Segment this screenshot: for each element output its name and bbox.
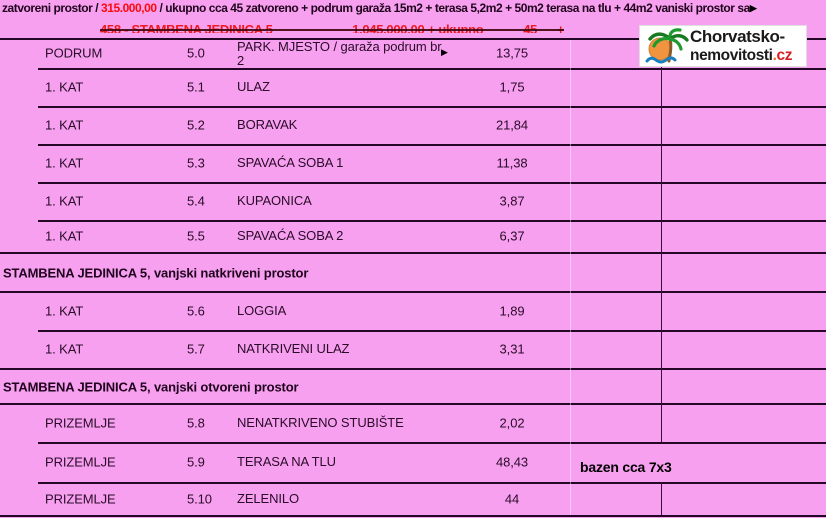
room-name-cell: SPAVAĆA SOBA 2 [237, 228, 344, 243]
row-separator-line [38, 482, 826, 484]
pool-annotation: bazen cca 7x3 [580, 459, 672, 475]
unit-number-cell: 5.3 [187, 155, 205, 171]
logo-line1: Chorvatsko- [690, 27, 785, 46]
logo-dot: . [772, 47, 777, 64]
logo-tld: cz [776, 47, 793, 64]
room-name-line1: PARK. MJESTO / garaža podrum br [237, 39, 442, 54]
table-row: 1. KAT 5.1 ULAZ 1,75 [0, 68, 826, 106]
unit-number-cell: 5.6 [187, 303, 205, 318]
unit-number-cell: 5.10 [187, 491, 212, 506]
palm-sun-wave-icon [645, 28, 689, 64]
section-border-line [0, 291, 826, 293]
floor-cell: PRIZEMLJE [45, 454, 116, 470]
area-cell: 21,84 [495, 117, 529, 133]
floor-cell: 1. KAT [45, 228, 84, 244]
table-row: 1. KAT 5.4 KUPAONICA 3,87 [0, 182, 826, 220]
floor-cell: 1. KAT [45, 341, 84, 357]
floor-cell: 1. KAT [45, 303, 84, 318]
row-separator-line [38, 330, 826, 332]
floor-cell: 1. KAT [45, 155, 84, 171]
price-value: 315.000,00 [101, 1, 157, 15]
overflow-arrow-icon: ▶ [749, 3, 757, 13]
section-header: STAMBENA JEDINICA 5, vanjski natkriveni … [3, 265, 309, 281]
table-row: 1. KAT 5.7 NATKRIVENI ULAZ 3,31 [0, 330, 826, 368]
area-cell: 11,38 [496, 155, 528, 171]
floor-cell: PRIZEMLJE [45, 491, 116, 506]
room-name-cell: TERASA NA TLU [237, 454, 336, 469]
table-row: PRIZEMLJE 5.9 TERASA NA TLU 48,43 [0, 442, 826, 482]
area-cell: 6,37 [499, 228, 525, 244]
logo-text: Chorvatsko- nemovitosti.cz [690, 27, 792, 65]
room-name-cell: LOGGIA [237, 302, 287, 318]
unit-number-cell: 5.4 [187, 193, 205, 209]
top-note-suffix: / ukupno cca 45 zatvoreno + podrum garaž… [156, 1, 750, 15]
area-cell: 48,43 [495, 454, 529, 470]
table-border-line [0, 515, 826, 517]
row-separator-line [38, 144, 826, 146]
top-note-prefix: zatvoreni prostor / [2, 1, 102, 15]
row-separator-line [38, 220, 826, 222]
room-name-cell: NENATKRIVENO STUBIŠTE [237, 414, 404, 430]
area-cell: 44 [504, 491, 520, 506]
logo-line2-main: nemovitosti [690, 47, 773, 64]
overflow-arrow-icon: ▶ [441, 47, 448, 57]
unit-number-cell: 5.5 [187, 228, 205, 244]
room-name-cell: PARK. MJESTO / garaža podrum br 2 [237, 40, 442, 68]
floor-cell: PRIZEMLJE [45, 415, 116, 430]
table-row: 1. KAT 5.6 LOGGIA 1,89 [0, 291, 826, 330]
room-name-cell: ULAZ [237, 79, 270, 94]
unit-number-cell: 5.9 [187, 454, 205, 470]
row-separator-line [38, 106, 826, 108]
row-separator-line [38, 442, 826, 444]
table-row: PODRUM 5.0 PARK. MJESTO / garaža podrum … [0, 38, 826, 68]
floor-cell: 1. KAT [45, 79, 84, 95]
area-cell: 1,75 [499, 79, 525, 95]
column-divider-line [661, 482, 662, 515]
unit-number-cell: 5.2 [187, 117, 205, 133]
faint-gridline [570, 40, 571, 515]
section-border-line [0, 252, 826, 254]
section-row: STAMBENA JEDINICA 5, vanjski natkriveni … [0, 252, 826, 291]
table-row: 1. KAT 5.2 BORAVAK 21,84 [0, 106, 826, 144]
row-separator-line [38, 182, 826, 184]
room-name-cell: ZELENILO [237, 490, 300, 506]
table-row: PRIZEMLJE 5.8 NENATKRIVENO STUBIŠTE 2,02 [0, 403, 826, 442]
room-name-line2: 2 [237, 53, 245, 68]
unit-number-cell: 5.7 [187, 341, 205, 357]
floor-cell: 1. KAT [45, 193, 84, 209]
floor-cell: 1. KAT [45, 117, 84, 133]
room-name-cell: NATKRIVENI ULAZ [237, 341, 350, 356]
unit-number-cell: 5.1 [187, 79, 205, 95]
unit-number-cell: 5.0 [187, 45, 205, 61]
floor-cell: PODRUM [45, 45, 103, 61]
row-separator-line [38, 68, 826, 70]
table-row: 1. KAT 5.5 SPAVAĆA SOBA 2 6,37 [0, 220, 826, 252]
area-cell: 2,02 [499, 415, 525, 430]
table-border-line [0, 38, 826, 40]
logo-line2: nemovitosti.cz [690, 46, 792, 65]
watermark-logo: Chorvatsko- nemovitosti.cz [639, 25, 807, 67]
table-row: PRIZEMLJE 5.10 ZELENILO 44 [0, 482, 826, 515]
area-cell: 13,75 [495, 45, 529, 61]
column-divider-line [661, 40, 662, 442]
section-border-line [0, 368, 826, 370]
room-name-cell: BORAVAK [237, 117, 298, 132]
room-name-cell: SPAVAĆA SOBA 1 [237, 155, 344, 170]
unit-number-cell: 5.8 [187, 415, 205, 430]
area-cell: 3,87 [499, 193, 525, 209]
struck-note: 458 - STAMBENA JEDINICA 5 1.045.000,00 +… [100, 23, 565, 33]
room-name-cell: KUPAONICA [237, 193, 312, 208]
area-cell: 3,31 [499, 341, 525, 357]
section-header: STAMBENA JEDINICA 5, vanjski otvoreni pr… [3, 379, 299, 395]
section-border-line [0, 403, 826, 405]
table-row: 1. KAT 5.3 SPAVAĆA SOBA 1 11,38 [0, 144, 826, 182]
area-cell: 1,89 [499, 303, 525, 318]
top-note: zatvoreni prostor / 315.000,00 / ukupno … [2, 1, 757, 15]
section-row: STAMBENA JEDINICA 5, vanjski otvoreni pr… [0, 368, 826, 403]
